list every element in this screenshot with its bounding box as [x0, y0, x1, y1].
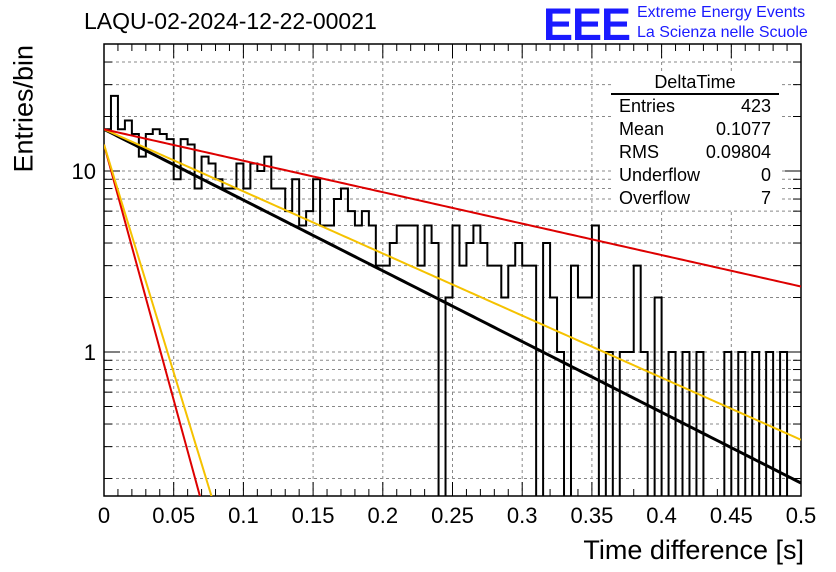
- logo-line-1: Extreme Energy Events: [637, 4, 806, 21]
- stats-box: DeltaTime Entries 423 Mean 0.1077 RMS 0.098…: [611, 71, 779, 210]
- y-tick-label: 10: [72, 159, 96, 184]
- stats-label: Mean: [619, 119, 665, 139]
- fit-curve-2: [104, 128, 801, 441]
- stats-row: Mean 0.1077: [611, 118, 779, 141]
- x-tick-label: 0.05: [152, 503, 195, 528]
- stats-value: 0.09804: [705, 142, 771, 162]
- x-axis-label: Time difference [s]: [583, 535, 804, 565]
- stats-label: RMS: [619, 142, 659, 162]
- stats-row: Underflow 0: [611, 164, 779, 187]
- stats-title: DeltaTime: [611, 71, 779, 95]
- x-tick-label: 0.35: [570, 503, 613, 528]
- stats-label: Entries: [619, 96, 676, 116]
- stats-label: Overflow: [619, 188, 691, 208]
- x-tick-label: 0.2: [368, 503, 399, 528]
- fit-curve-1: [104, 127, 801, 485]
- x-tick-label: 0.3: [507, 503, 538, 528]
- x-tick-label: 0: [98, 503, 110, 528]
- histogram-series: [104, 94, 789, 496]
- x-tick-label: 0.45: [710, 503, 753, 528]
- stats-value: 7: [760, 188, 771, 208]
- x-tick-label: 0.5: [786, 503, 817, 528]
- x-tick-label: 0.25: [431, 503, 474, 528]
- stats-row: RMS 0.09804: [611, 141, 779, 164]
- x-tick-label: 0.15: [292, 503, 335, 528]
- stats-label: Underflow: [619, 165, 701, 185]
- x-tick-label: 0.4: [646, 503, 677, 528]
- fit-curve-3: [104, 128, 801, 288]
- fit-curve-5: [104, 144, 213, 496]
- x-tick-label: 0.1: [228, 503, 259, 528]
- y-axis-label: Entries/bin: [8, 44, 39, 173]
- stats-value: 0.1077: [715, 119, 771, 139]
- stats-value: 423: [740, 96, 771, 116]
- stats-value: 0: [760, 165, 771, 185]
- stats-row: Entries 423: [611, 95, 779, 118]
- eee-logo: EEE: [543, 0, 631, 50]
- logo-line-2: La Scienza nelle Scuole: [637, 24, 808, 41]
- fit-curve-4: [104, 144, 201, 496]
- stats-row: Overflow 7: [611, 187, 779, 210]
- y-tick-label: 1: [84, 340, 96, 365]
- plot-title: LAQU-02-2024-12-22-00021: [84, 8, 377, 34]
